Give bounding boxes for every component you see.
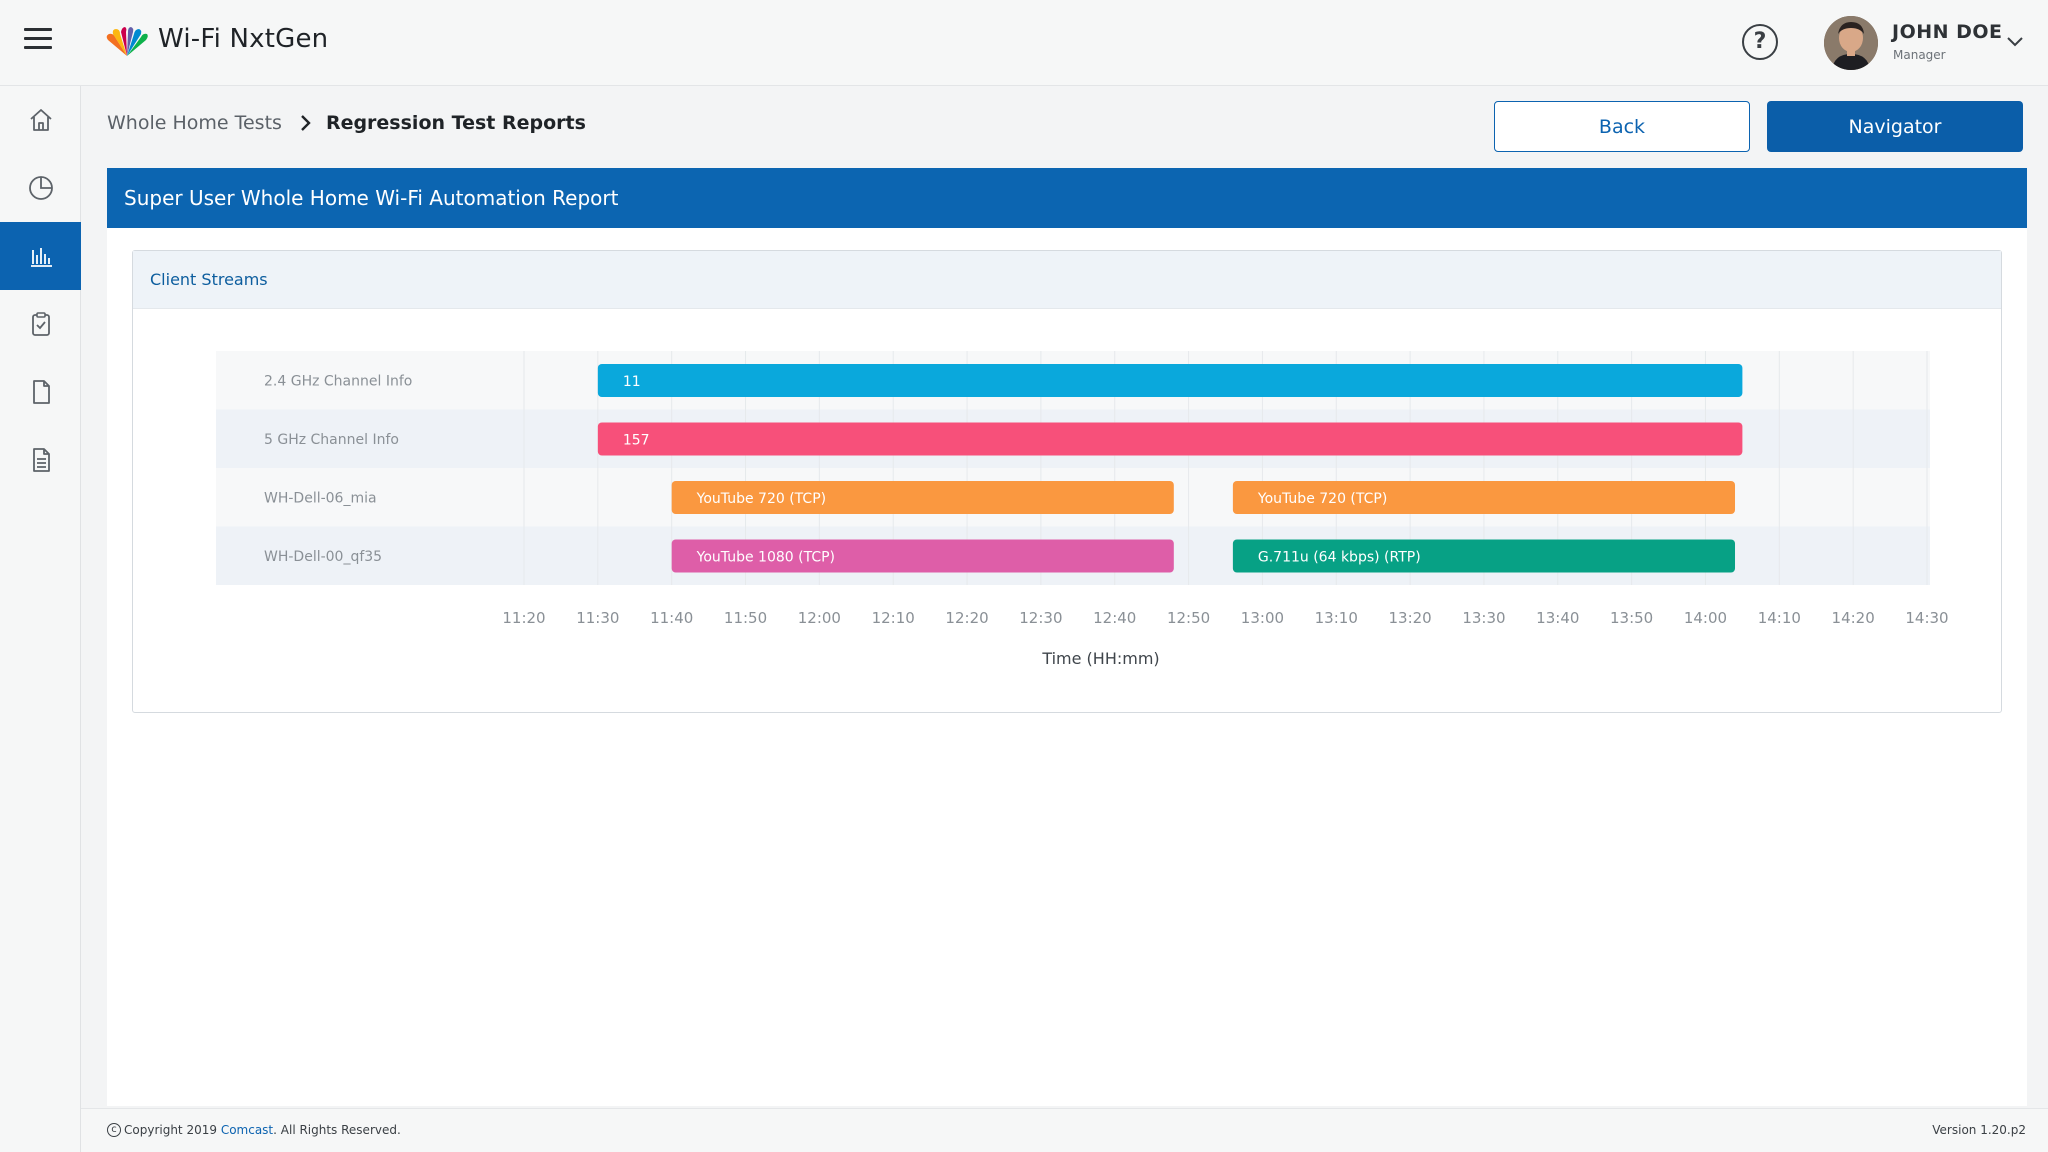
chart-bar-label: G.711u (64 kbps) (RTP) xyxy=(1258,550,1421,566)
chart-bar-rect xyxy=(597,422,1743,456)
chart-x-tick-label: 13:10 xyxy=(1315,609,1358,627)
chevron-right-icon xyxy=(301,115,311,131)
avatar[interactable] xyxy=(1824,16,1878,70)
chart-bar-rect xyxy=(1232,481,1736,514)
chart-x-axis-label: Time (HH:mm) xyxy=(1041,649,1159,668)
chevron-down-icon[interactable] xyxy=(2004,30,2026,52)
chart-row-label: 2.4 GHz Channel Info xyxy=(264,373,412,389)
peacock-logo-icon xyxy=(106,27,148,56)
chart-bar-label: 157 xyxy=(623,433,650,449)
sidebar-item-analytics[interactable] xyxy=(0,154,81,222)
chart-x-tick-label: 12:50 xyxy=(1167,609,1210,627)
chart-x-tick-label: 11:50 xyxy=(724,609,767,627)
chart-x-tick-label: 12:00 xyxy=(798,609,841,627)
pie-chart-icon xyxy=(28,176,53,200)
chart-bar-label: YouTube 720 (TCP) xyxy=(1257,491,1387,507)
version-label: Version 1.20.p2 xyxy=(1932,1123,2026,1137)
chart-row-label: WH-Dell-00_qf35 xyxy=(264,549,382,565)
chart-x-tick-label: 13:40 xyxy=(1536,609,1579,627)
chart-x-tick-label: 12:40 xyxy=(1093,609,1136,627)
copyright: c Copyright 2019 Comcast . All Rights Re… xyxy=(107,1123,401,1137)
back-button[interactable]: Back xyxy=(1494,101,1750,152)
chart-x-tick-label: 13:30 xyxy=(1462,609,1505,627)
user-name: JOHN DOE xyxy=(1892,21,2003,43)
hamburger-menu-icon[interactable] xyxy=(24,28,58,58)
chart-bar[interactable]: 11 xyxy=(597,364,1743,397)
chart-bar-label: YouTube 1080 (TCP) xyxy=(696,550,835,566)
copyright-prefix: Copyright 2019 xyxy=(124,1123,221,1137)
comcast-link[interactable]: Comcast xyxy=(220,1123,274,1137)
chart-bar-rect xyxy=(1232,539,1736,573)
sidebar-item-logs[interactable] xyxy=(0,426,81,494)
chart-x-tick-label: 12:20 xyxy=(945,609,988,627)
chart-bar-label: 11 xyxy=(623,374,641,390)
navigator-button[interactable]: Navigator xyxy=(1767,101,2023,152)
chart-bar-rect xyxy=(671,481,1174,514)
bar-chart-icon xyxy=(30,248,52,267)
app-title: Wi-Fi NxtGen xyxy=(158,24,329,54)
chart-x-tick-label: 13:00 xyxy=(1241,609,1284,627)
top-bar: Wi-Fi NxtGen ? JOHN DOE Manager xyxy=(0,0,2048,86)
sidebar-item-tasks[interactable] xyxy=(0,290,81,358)
breadcrumb-current: Regression Test Reports xyxy=(325,112,586,134)
chart-x-tick-label: 13:50 xyxy=(1610,609,1653,627)
chart-x-tick-label: 12:10 xyxy=(872,609,915,627)
chart-bar-rect xyxy=(597,364,1743,397)
home-icon xyxy=(29,109,52,131)
chart-row-label: WH-Dell-06_mia xyxy=(264,490,377,506)
copyright-suffix: . All Rights Reserved. xyxy=(273,1123,401,1137)
chart-bar[interactable]: 157 xyxy=(597,422,1743,456)
report-title: Super User Whole Home Wi-Fi Automation R… xyxy=(107,168,2027,228)
copyright-icon: c xyxy=(107,1123,121,1137)
chart-x-tick-label: 14:20 xyxy=(1832,609,1875,627)
chart-bar[interactable]: G.711u (64 kbps) (RTP) xyxy=(1232,539,1736,573)
chart-bar-label: YouTube 720 (TCP) xyxy=(696,491,826,507)
breadcrumb-whole-home-tests[interactable]: Whole Home Tests xyxy=(107,112,282,134)
chart-x-tick-label: 14:00 xyxy=(1684,609,1727,627)
chart-bar[interactable]: YouTube 720 (TCP) xyxy=(671,481,1174,514)
report-document-icon xyxy=(32,448,50,472)
chart-bar[interactable]: YouTube 1080 (TCP) xyxy=(671,539,1174,573)
user-role: Manager xyxy=(1893,48,1946,62)
chart-x-tick-label: 14:10 xyxy=(1758,609,1801,627)
sidebar-item-documents[interactable] xyxy=(0,358,81,426)
chart-row-label: 5 GHz Channel Info xyxy=(264,432,399,448)
chart-x-tick-label: 11:20 xyxy=(502,609,545,627)
help-icon[interactable]: ? xyxy=(1742,24,1778,60)
chart-x-tick-label: 11:40 xyxy=(650,609,693,627)
sidebar-item-home[interactable] xyxy=(0,86,81,154)
footer: c Copyright 2019 Comcast . All Rights Re… xyxy=(81,1108,2048,1152)
chart-bar-rect xyxy=(671,539,1174,573)
chart-x-tick-label: 12:30 xyxy=(1019,609,1062,627)
document-icon xyxy=(32,380,50,404)
clipboard-icon xyxy=(31,312,50,336)
sidebar-item-reports[interactable] xyxy=(0,222,81,290)
chart-x-tick-label: 13:20 xyxy=(1388,609,1431,627)
sidebar xyxy=(0,86,81,1152)
chart-bar[interactable]: YouTube 720 (TCP) xyxy=(1232,481,1736,514)
chart-x-tick-label: 11:30 xyxy=(576,609,619,627)
panel-title: Client Streams xyxy=(133,251,2001,309)
breadcrumb: Whole Home Tests Regression Test Reports xyxy=(107,112,586,134)
chart-x-tick-label: 14:30 xyxy=(1905,609,1948,627)
